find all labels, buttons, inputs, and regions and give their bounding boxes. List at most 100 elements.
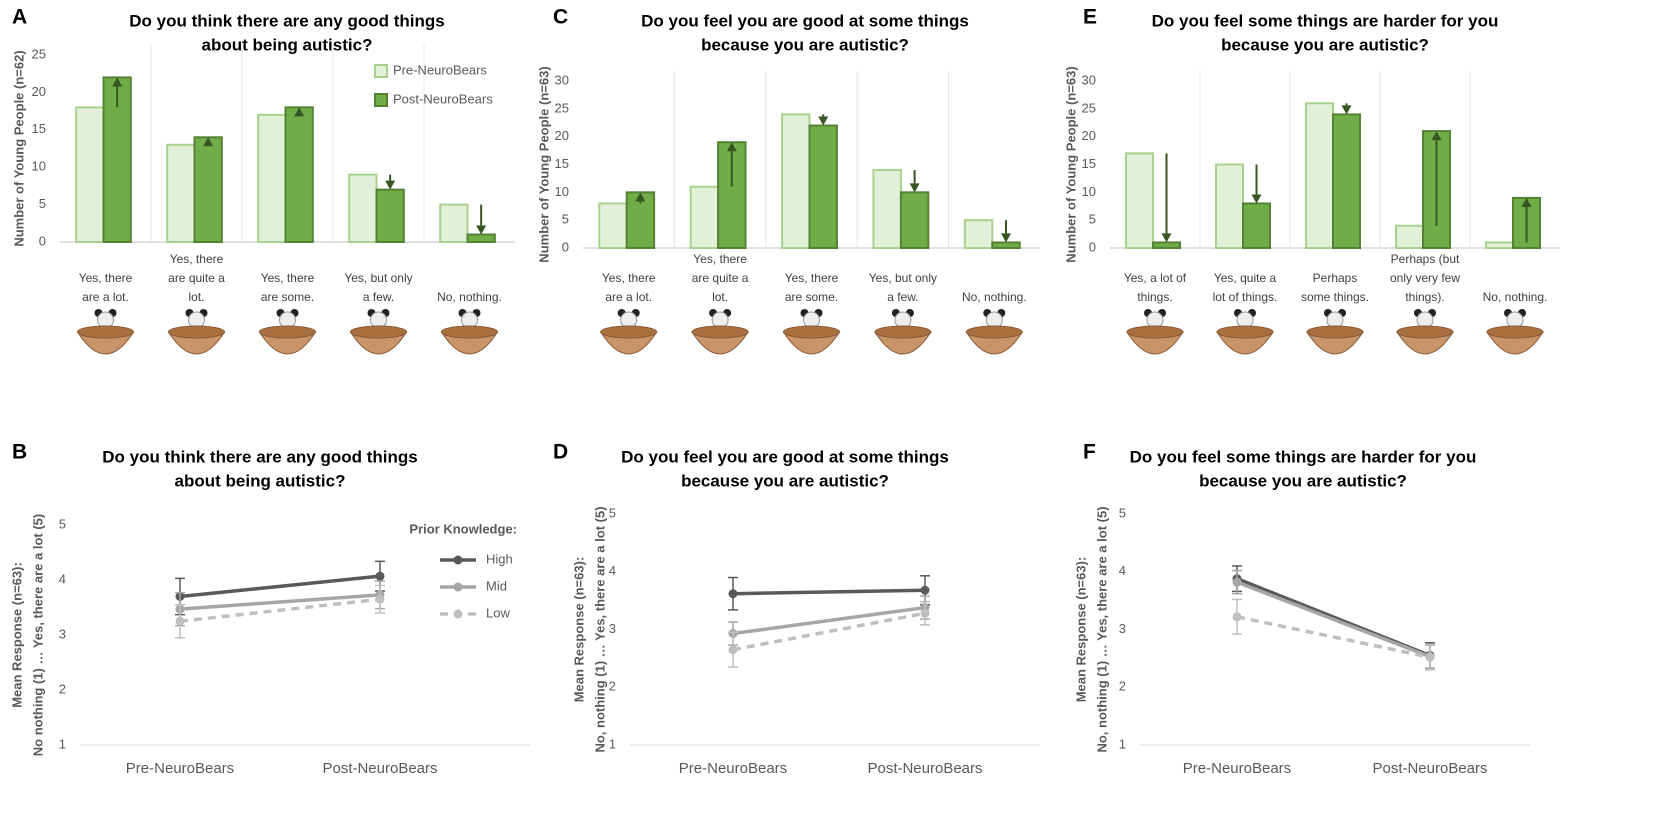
x-tick-label: Post-NeuroBears	[1372, 760, 1487, 777]
bar	[808, 124, 838, 249]
x-tick-label: Yes, there	[602, 271, 656, 285]
legend-marker	[453, 582, 463, 592]
y-tick-label: 5	[39, 196, 46, 211]
pot-rim	[1486, 325, 1544, 339]
bar	[598, 202, 628, 249]
chart-title: because you are autistic?	[681, 471, 889, 490]
x-tick-label: Yes, quite a	[1214, 271, 1277, 285]
chart-title: because you are autistic?	[701, 35, 909, 54]
change-arrow	[1251, 164, 1262, 204]
y-tick-label: 25	[32, 46, 46, 61]
x-tick-label: things).	[1405, 290, 1444, 304]
y-axis-label: Mean Response (n=63):	[571, 557, 586, 703]
change-arrow	[909, 170, 920, 193]
y-tick-label: 10	[32, 159, 46, 174]
y-tick-label: 20	[555, 128, 569, 143]
series-line	[732, 588, 926, 596]
bar	[1215, 163, 1244, 249]
bar	[1152, 241, 1181, 250]
arrow-head	[1431, 131, 1442, 141]
legend-label: High	[486, 551, 513, 566]
x-tick-label: are a lot.	[82, 290, 129, 304]
bar	[193, 136, 223, 243]
chart-title: Do you think there are any good things	[102, 447, 417, 466]
arrow-head	[635, 192, 646, 202]
x-tick-label: Yes, but only	[344, 271, 412, 285]
y-tick-label: 10	[555, 184, 569, 199]
change-arrow	[1521, 197, 1532, 243]
y-tick-label: 2	[59, 681, 66, 696]
series-line	[1236, 580, 1431, 659]
bar	[781, 113, 811, 250]
bar	[439, 203, 469, 244]
point	[920, 608, 930, 618]
x-tick-label: lot.	[188, 290, 204, 304]
x-tick-label: Post-NeuroBears	[322, 760, 437, 777]
legend-label: Low	[486, 605, 510, 620]
bar	[1395, 224, 1424, 250]
x-tick-label: are some.	[261, 290, 314, 304]
pot-rim	[965, 325, 1023, 339]
arrow-head	[385, 180, 396, 190]
change-arrow	[1341, 103, 1352, 115]
x-tick-label: Pre-NeuroBears	[126, 760, 234, 777]
x-tick-label: Yes, there	[79, 271, 133, 285]
series-line	[179, 574, 381, 599]
y-tick-label: 15	[555, 156, 569, 171]
change-arrow	[112, 77, 123, 108]
change-arrow	[1001, 220, 1012, 243]
arrow-head	[203, 137, 214, 147]
y-tick-label: 20	[32, 84, 46, 99]
y-tick-label: 3	[1119, 621, 1126, 636]
panel-label: D	[553, 441, 568, 464]
x-tick-label: are a lot.	[605, 290, 652, 304]
x-tick-label: a few.	[363, 290, 394, 304]
x-tick-label: No, nothing.	[1483, 290, 1548, 304]
change-arrow	[385, 174, 396, 190]
x-tick-label: Post-NeuroBears	[867, 760, 982, 777]
chart-title: about being autistic?	[175, 471, 346, 490]
bar	[75, 106, 105, 243]
y-tick-label: 5	[1089, 212, 1096, 227]
pot-rim	[1396, 325, 1454, 339]
legend-marker	[453, 609, 463, 619]
y-tick-label: 4	[609, 563, 616, 578]
chart-title: Do you feel some things are harder for y…	[1130, 447, 1477, 466]
series-line	[732, 611, 926, 652]
arrow-head	[726, 142, 737, 152]
chart-title: Do you think there are any good things	[129, 11, 444, 30]
arrow-head	[112, 77, 123, 87]
y-tick-label: 25	[555, 100, 569, 115]
legend-marker	[453, 555, 463, 565]
bar	[963, 219, 994, 250]
point	[175, 616, 185, 626]
x-tick-label: Yes, a lot of	[1124, 271, 1187, 285]
panel-label: C	[553, 6, 568, 29]
legend-label: Post-NeuroBears	[393, 91, 493, 106]
y-tick-label: 2	[1119, 679, 1126, 694]
y-axis-label: Mean Response (n=63):	[9, 562, 24, 708]
y-axis-label: Number of Young People (n=62)	[11, 50, 26, 246]
y-tick-label: 3	[59, 626, 66, 641]
x-tick-label: some things.	[1301, 290, 1369, 304]
x-tick-label: Yes, but only	[869, 271, 937, 285]
x-tick-label: are some.	[785, 290, 838, 304]
y-tick-label: 15	[32, 121, 46, 136]
y-tick-label: 15	[1082, 156, 1096, 171]
arrow-head	[1251, 194, 1262, 204]
y-tick-label: 30	[1082, 72, 1096, 87]
arrow-head	[818, 116, 829, 126]
y-tick-label: 1	[1119, 736, 1126, 751]
y-tick-label: 5	[609, 505, 616, 520]
y-tick-label: 25	[1082, 100, 1096, 115]
pot-rim	[783, 325, 840, 339]
arrow-head	[294, 107, 305, 117]
point	[1232, 577, 1242, 587]
panel-label: E	[1083, 6, 1097, 29]
arrow-head	[1341, 105, 1352, 115]
x-tick-label: Pre-NeuroBears	[1183, 760, 1291, 777]
chart-title: Do you feel you are good at some things	[641, 11, 969, 30]
y-tick-label: 4	[1119, 563, 1126, 578]
bar	[284, 106, 314, 243]
